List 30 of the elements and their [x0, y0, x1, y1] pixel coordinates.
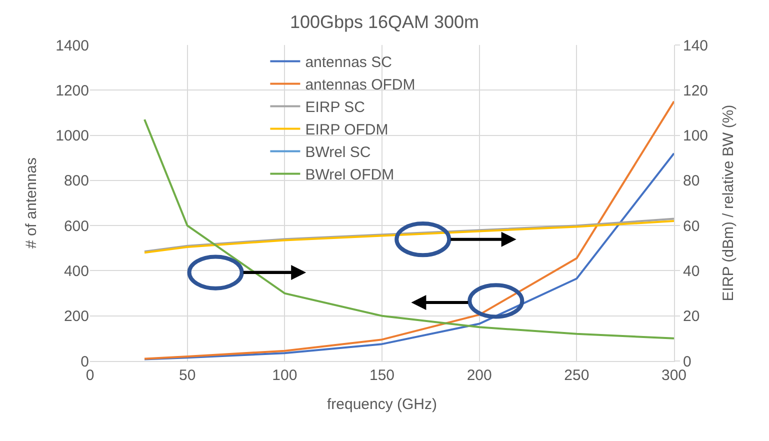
legend-label: BWrel OFDM — [305, 166, 394, 184]
legend-label: antennas SC — [305, 54, 392, 72]
legend-label: EIRP SC — [305, 99, 366, 116]
y2-tick-label: 60 — [683, 218, 700, 235]
y-tick-label: 1400 — [56, 37, 89, 54]
legend-label: EIRP OFDM — [305, 122, 388, 139]
y2-tick-label: 80 — [683, 172, 700, 190]
y2-tick-label: 40 — [683, 262, 700, 280]
y-axis-title: # of antennas — [22, 158, 40, 248]
y2-axis-title: EIRP (dBm) / relative BW (%) — [720, 104, 738, 302]
y-tick-label: 400 — [64, 262, 89, 280]
x-tick-label: 150 — [369, 367, 395, 384]
y2-tick-label: 20 — [683, 308, 700, 326]
y-tick-label: 200 — [64, 308, 89, 326]
x-tick-label: 200 — [466, 367, 492, 384]
y-tick-label: 1200 — [56, 82, 89, 100]
legend-label: BWrel SC — [305, 144, 371, 162]
x-tick-label: 50 — [178, 367, 196, 384]
y-tick-label: 0 — [80, 353, 89, 370]
y-tick-label: 800 — [64, 172, 89, 190]
x-axis-title: frequency (GHz) — [326, 396, 438, 413]
chart-title: 100Gbps 16QAM 300m — [290, 12, 480, 32]
y-tick-label: 1000 — [56, 128, 89, 145]
y2-tick-label: 100 — [683, 128, 708, 145]
legend-label: antennas OFDM — [305, 76, 416, 94]
x-tick-label: 250 — [564, 367, 590, 384]
y2-tick-label: 140 — [683, 37, 708, 54]
y2-tick-label: 120 — [683, 82, 708, 100]
x-tick-label: 100 — [272, 367, 298, 384]
y-tick-label: 600 — [64, 218, 89, 235]
